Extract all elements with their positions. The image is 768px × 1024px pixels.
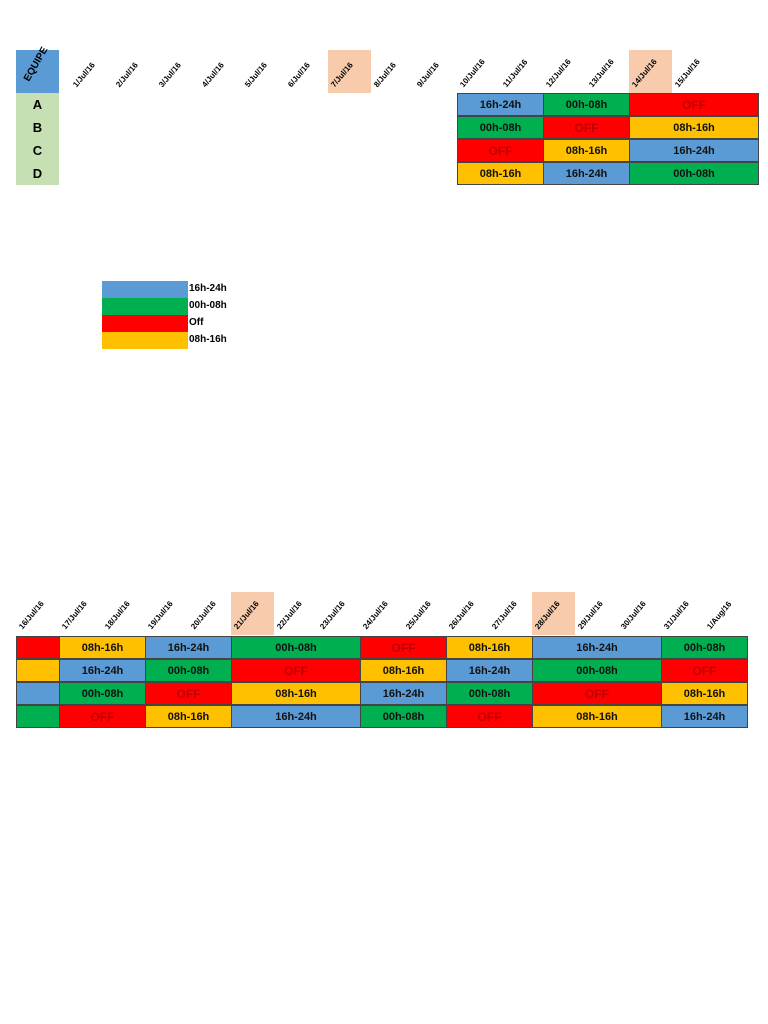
- date-header: 18/Jul/16: [103, 599, 132, 631]
- legend-swatch: [102, 332, 188, 349]
- legend-label: 00h-08h: [189, 300, 227, 311]
- shift-cell[interactable]: 08h-16h: [145, 705, 232, 728]
- legend-swatch: [102, 315, 188, 332]
- date-header: 27/Jul/16: [490, 599, 519, 631]
- date-highlight: [629, 50, 672, 93]
- shift-cell[interactable]: 16h-24h: [145, 636, 232, 659]
- shift-cell[interactable]: OFF: [59, 705, 146, 728]
- date-header: 10/Jul/16: [458, 57, 487, 89]
- shift-cell[interactable]: OFF: [360, 636, 447, 659]
- date-header: 24/Jul/16: [361, 599, 390, 631]
- shift-cell[interactable]: 08h-16h: [446, 636, 533, 659]
- team-label: A: [16, 93, 59, 116]
- date-header: 8/Jul/16: [372, 60, 398, 89]
- shift-cell[interactable]: 16h-24h: [457, 93, 544, 116]
- shift-cell[interactable]: 08h-16h: [532, 705, 662, 728]
- shift-cell[interactable]: 00h-08h: [446, 682, 533, 705]
- date-header: 17/Jul/16: [60, 599, 89, 631]
- date-header: 12/Jul/16: [544, 57, 573, 89]
- team-label: D: [16, 162, 59, 185]
- date-header: 1/Jul/16: [71, 60, 97, 89]
- equipe-label: EQUIPE: [22, 45, 51, 84]
- date-header: 13/Jul/16: [587, 57, 616, 89]
- shift-cell[interactable]: OFF: [457, 139, 544, 162]
- date-header: 20/Jul/16: [189, 599, 218, 631]
- shift-cell[interactable]: 08h-16h: [629, 116, 759, 139]
- shift-cell[interactable]: 16h-24h: [59, 659, 146, 682]
- legend-swatch: [102, 281, 188, 298]
- shift-cell[interactable]: 00h-08h: [231, 636, 361, 659]
- shift-cell[interactable]: 16h-24h: [532, 636, 662, 659]
- shift-cell[interactable]: 16h-24h: [661, 705, 748, 728]
- shift-cell[interactable]: 16h-24h: [231, 705, 361, 728]
- date-highlight: [532, 592, 575, 635]
- date-header: 31/Jul/16: [662, 599, 691, 631]
- shift-cell[interactable]: [16, 636, 60, 659]
- date-header: 15/Jul/16: [673, 57, 702, 89]
- shift-cell[interactable]: OFF: [629, 93, 759, 116]
- shift-cell[interactable]: 00h-08h: [543, 93, 630, 116]
- date-header: 26/Jul/16: [447, 599, 476, 631]
- shift-cell[interactable]: 08h-16h: [59, 636, 146, 659]
- shift-cell[interactable]: 16h-24h: [543, 162, 630, 185]
- shift-cell[interactable]: 00h-08h: [59, 682, 146, 705]
- shift-cell[interactable]: [16, 659, 60, 682]
- shift-cell[interactable]: OFF: [543, 116, 630, 139]
- shift-cell[interactable]: OFF: [532, 682, 662, 705]
- equipe-header: EQUIPE: [16, 45, 59, 93]
- date-header: 6/Jul/16: [286, 60, 312, 89]
- shift-cell[interactable]: OFF: [446, 705, 533, 728]
- shift-cell[interactable]: 08h-16h: [543, 139, 630, 162]
- date-header: 30/Jul/16: [619, 599, 648, 631]
- shift-cell[interactable]: 00h-08h: [145, 659, 232, 682]
- date-header: 3/Jul/16: [157, 60, 183, 89]
- shift-cell[interactable]: 08h-16h: [231, 682, 361, 705]
- shift-cell[interactable]: 16h-24h: [446, 659, 533, 682]
- date-header: 25/Jul/16: [404, 599, 433, 631]
- team-label: B: [16, 116, 59, 139]
- legend-label: Off: [189, 317, 204, 328]
- legend-swatch: [102, 298, 188, 315]
- date-header: 9/Jul/16: [415, 60, 441, 89]
- shift-cell[interactable]: 08h-16h: [360, 659, 447, 682]
- shift-cell[interactable]: 16h-24h: [629, 139, 759, 162]
- date-header: 1/Aug/16: [705, 599, 734, 631]
- legend-label: 16h-24h: [189, 283, 227, 294]
- shift-cell[interactable]: 00h-08h: [661, 636, 748, 659]
- date-header: 23/Jul/16: [318, 599, 347, 631]
- shift-cell[interactable]: 08h-16h: [457, 162, 544, 185]
- date-header: 2/Jul/16: [114, 60, 140, 89]
- date-header: 4/Jul/16: [200, 60, 226, 89]
- date-header: 5/Jul/16: [243, 60, 269, 89]
- shift-cell[interactable]: OFF: [145, 682, 232, 705]
- shift-cell[interactable]: 00h-08h: [360, 705, 447, 728]
- team-label: C: [16, 139, 59, 162]
- shift-cell[interactable]: [16, 705, 60, 728]
- shift-cell[interactable]: 08h-16h: [661, 682, 748, 705]
- date-header: 11/Jul/16: [501, 57, 530, 89]
- shift-cell[interactable]: 00h-08h: [629, 162, 759, 185]
- date-highlight: [328, 50, 371, 93]
- shift-cell[interactable]: 00h-08h: [457, 116, 544, 139]
- shift-cell[interactable]: OFF: [661, 659, 748, 682]
- date-highlight: [231, 592, 274, 635]
- shift-cell[interactable]: 16h-24h: [360, 682, 447, 705]
- date-header: 22/Jul/16: [275, 599, 304, 631]
- date-header: 19/Jul/16: [146, 599, 175, 631]
- shift-cell[interactable]: OFF: [231, 659, 361, 682]
- shift-cell[interactable]: [16, 682, 60, 705]
- date-header: 29/Jul/16: [576, 599, 605, 631]
- date-header: 16/Jul/16: [17, 599, 46, 631]
- legend-label: 08h-16h: [189, 334, 227, 345]
- shift-cell[interactable]: 00h-08h: [532, 659, 662, 682]
